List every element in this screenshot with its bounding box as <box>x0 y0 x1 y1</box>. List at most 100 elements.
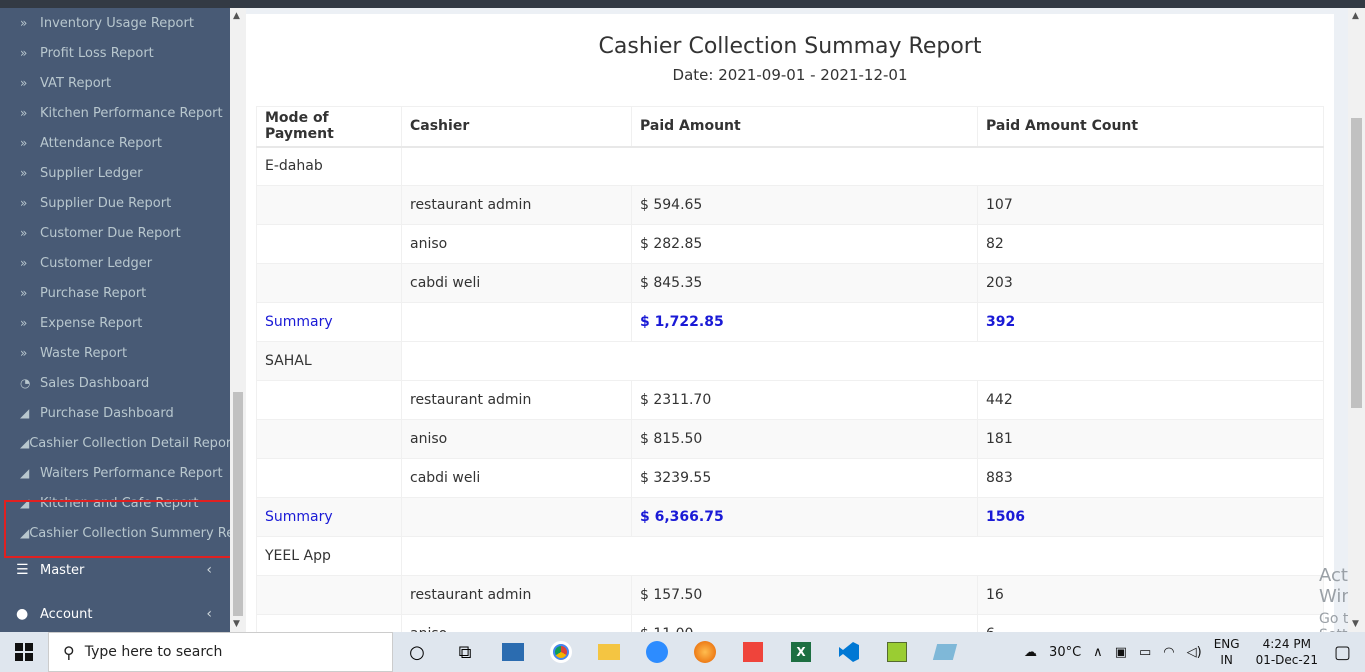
battery-icon[interactable]: ▭ <box>1138 644 1152 660</box>
empty-cell <box>401 302 632 342</box>
cashier-cell: cabdi weli <box>401 263 632 303</box>
firefox-icon[interactable] <box>681 632 729 672</box>
paid-amount-cell: $ 282.85 <box>631 224 978 264</box>
table-header-row: Mode of Payment Cashier Paid Amount Paid… <box>256 106 1324 148</box>
excel-icon[interactable]: X <box>777 632 825 672</box>
summary-count: 392 <box>977 302 1324 342</box>
cashier-cell: restaurant admin <box>401 380 632 420</box>
sidebar-item[interactable]: » Expense Report <box>0 308 230 338</box>
table-row: restaurant admin $ 157.50 16 <box>256 575 1324 615</box>
windows-start-icon[interactable] <box>0 632 48 672</box>
paid-count-cell: 203 <box>977 263 1324 303</box>
cashier-cell: aniso <box>401 224 632 264</box>
area-chart-icon: ◢ <box>20 406 30 420</box>
mode-of-payment-cell: SAHAL <box>256 341 402 381</box>
report-card: Cashier Collection Summay Report Date: 2… <box>246 14 1334 632</box>
sidebar-item-label: Attendance Report <box>40 135 162 151</box>
sidebar-item[interactable]: » VAT Report <box>0 68 230 98</box>
activate-windows-watermark: Activate Windows Go to Settings to activ… <box>1319 565 1348 632</box>
chevron-double-right-icon: » <box>20 136 28 150</box>
scroll-up-icon[interactable]: ▲ <box>233 11 240 21</box>
table-row: SAHAL <box>256 341 1324 381</box>
table-row: aniso $ 282.85 82 <box>256 224 1324 264</box>
eraser-app-icon[interactable] <box>921 632 969 672</box>
scroll-down-icon[interactable]: ▼ <box>1352 619 1359 629</box>
sidebar-item-label: Waiters Performance Report <box>40 465 223 481</box>
table-row: cabdi weli $ 3239.55 883 <box>256 458 1324 498</box>
taskbar-search-box[interactable]: ⚲ Type here to search <box>48 632 393 672</box>
sidebar-item[interactable]: » Profit Loss Report <box>0 38 230 68</box>
paid-count-cell: 107 <box>977 185 1324 225</box>
cashier-cell: restaurant admin <box>401 575 632 615</box>
file-explorer-icon[interactable] <box>585 632 633 672</box>
sidebar-item[interactable]: » Customer Due Report <box>0 218 230 248</box>
scroll-up-icon[interactable]: ▲ <box>1352 11 1359 21</box>
task-view-icon[interactable]: ⧉ <box>458 641 472 663</box>
anydesk-icon[interactable] <box>729 632 777 672</box>
area-chart-icon: ◢ <box>20 526 30 540</box>
sidebar-item[interactable]: ◢ Purchase Dashboard <box>0 398 230 428</box>
sidebar-section-master[interactable]: ☰ Master ‹ <box>0 548 230 592</box>
area-chart-icon: ◢ <box>20 436 30 450</box>
language-indicator[interactable]: ENG IN <box>1214 636 1240 668</box>
cashier-cell: cabdi weli <box>401 458 632 498</box>
paid-amount-cell: $ 2311.70 <box>631 380 978 420</box>
content-scrollbar[interactable]: ▲ ▼ <box>1348 8 1365 632</box>
search-icon: ⚲ <box>63 642 75 662</box>
sidebar-item-label: Cashier Collection Summery Rep <box>29 525 230 541</box>
windows-taskbar: ⚲ Type here to search ○ ⧉ X ☁ 30°C ∧ ▣ ▭… <box>0 632 1365 672</box>
notes-app-icon[interactable] <box>873 632 921 672</box>
paid-count-cell: 181 <box>977 419 1324 459</box>
wifi-icon[interactable]: ◠ <box>1163 644 1175 660</box>
vscode-icon[interactable] <box>825 632 873 672</box>
chevron-left-icon: ‹ <box>206 606 212 622</box>
meet-now-icon[interactable]: ▣ <box>1114 644 1127 660</box>
area-chart-icon: ◢ <box>20 496 30 510</box>
database-icon: ☰ <box>16 562 29 578</box>
weather-icon[interactable]: ☁ <box>1024 644 1038 660</box>
summary-row: Summary $ 6,366.75 1506 <box>256 497 1324 537</box>
weather-temp[interactable]: 30°C <box>1049 644 1082 660</box>
cortana-icon[interactable]: ○ <box>409 641 425 663</box>
summary-count: 1506 <box>977 497 1324 537</box>
table-row: YEEL App <box>256 536 1324 576</box>
sidebar-item[interactable]: » Inventory Usage Report <box>0 8 230 38</box>
sidebar-scrollbar[interactable]: ▲ ▼ <box>230 8 246 632</box>
sidebar-item[interactable]: » Customer Ledger <box>0 248 230 278</box>
chevron-double-right-icon: » <box>20 286 28 300</box>
paid-count-cell: 82 <box>977 224 1324 264</box>
chevron-double-right-icon: » <box>20 46 28 60</box>
summary-amount: $ 1,722.85 <box>631 302 978 342</box>
volume-icon[interactable]: ◁) <box>1186 644 1202 660</box>
sidebar-section-account[interactable]: ● Account ‹ <box>0 592 230 632</box>
taskbar-clock[interactable]: 4:24 PM 01-Dec-21 <box>1256 636 1318 668</box>
summary-label: Summary <box>256 302 402 342</box>
table-row: E-dahab <box>256 146 1324 186</box>
sidebar-item[interactable]: » Waste Report <box>0 338 230 368</box>
sidebar-item[interactable]: » Purchase Report <box>0 278 230 308</box>
sidebar-item[interactable]: ◔ Sales Dashboard <box>0 368 230 398</box>
sidebar-item[interactable]: ◢ Waiters Performance Report <box>0 458 230 488</box>
photos-app-icon[interactable] <box>489 632 537 672</box>
report-date: Date: 2021-09-01 - 2021-12-01 <box>672 66 908 84</box>
paid-count-cell: 442 <box>977 380 1324 420</box>
sidebar-item[interactable]: » Supplier Ledger <box>0 158 230 188</box>
scrollbar-thumb[interactable] <box>1351 118 1362 408</box>
sidebar-item[interactable]: » Supplier Due Report <box>0 188 230 218</box>
notifications-icon[interactable]: ▢ <box>1333 641 1351 663</box>
main-content: Cashier Collection Summay Report Date: 2… <box>246 8 1348 632</box>
clock-date: 01-Dec-21 <box>1255 653 1318 667</box>
scroll-down-icon[interactable]: ▼ <box>233 619 240 629</box>
sidebar-item[interactable]: ◢ Cashier Collection Detail Report <box>0 428 230 458</box>
empty-cell <box>256 419 402 459</box>
tray-expand-icon[interactable]: ∧ <box>1093 644 1103 660</box>
sidebar-item[interactable]: ◢ Kitchen and Cafe Report <box>0 488 230 518</box>
sidebar-item-label: Supplier Due Report <box>40 195 172 211</box>
zoom-icon[interactable] <box>633 632 681 672</box>
sidebar-item[interactable]: ◢ Cashier Collection Summery Rep <box>0 518 230 548</box>
sidebar-item[interactable]: » Attendance Report <box>0 128 230 158</box>
chrome-icon[interactable] <box>537 632 585 672</box>
empty-cell <box>401 536 1324 576</box>
scrollbar-thumb[interactable] <box>233 392 243 616</box>
sidebar-item[interactable]: » Kitchen Performance Report <box>0 98 230 128</box>
